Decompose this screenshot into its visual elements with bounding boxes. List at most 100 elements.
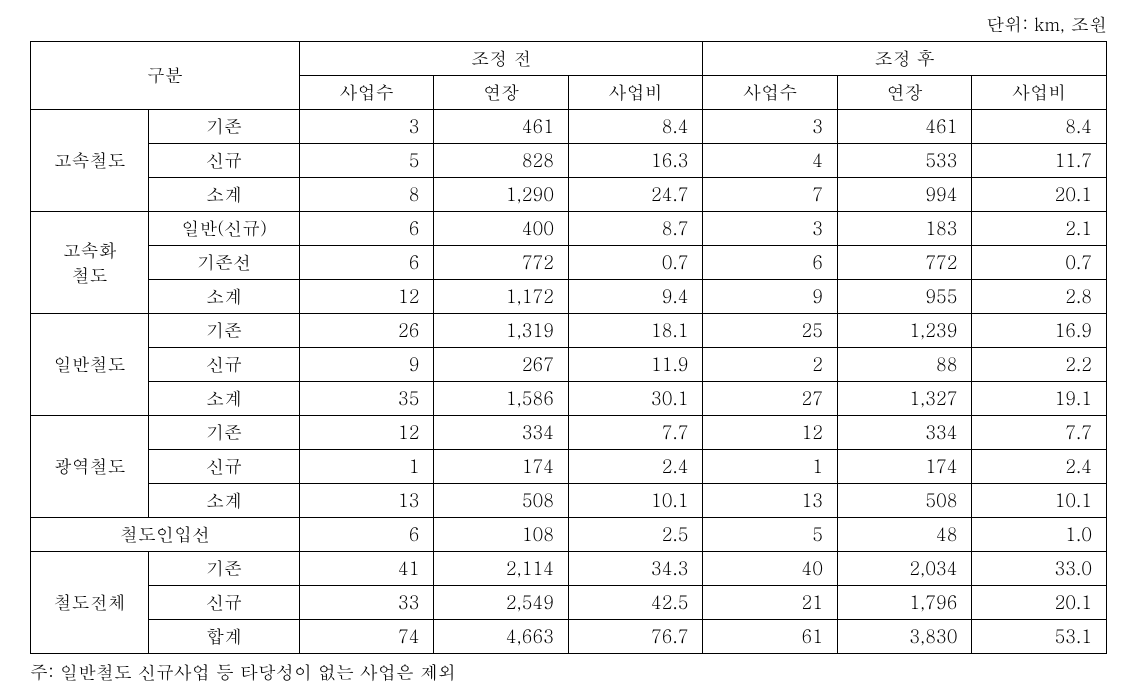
header-after: 조정 후 — [703, 42, 1107, 76]
cell-cost: 16.9 — [972, 314, 1107, 348]
header-after-count: 사업수 — [703, 76, 838, 110]
cell-count: 1 — [703, 450, 838, 484]
sub-label: 소계 — [149, 280, 300, 314]
sub-label: 신규 — [149, 450, 300, 484]
cell-cost: 34.3 — [568, 552, 703, 586]
cell-cost: 20.1 — [972, 178, 1107, 212]
header-row-1: 구분 조정 전 조정 후 — [31, 42, 1107, 76]
cell-cost: 19.1 — [972, 382, 1107, 416]
cell-length: 508 — [434, 484, 569, 518]
cell-length: 955 — [837, 280, 972, 314]
table-row: 소계121,1729.499552.8 — [31, 280, 1107, 314]
header-after-cost: 사업비 — [972, 76, 1107, 110]
table-row: 신규11742.411742.4 — [31, 450, 1107, 484]
cell-length: 1,586 — [434, 382, 569, 416]
cell-length: 1,327 — [837, 382, 972, 416]
cell-cost: 0.7 — [568, 246, 703, 280]
cell-length: 772 — [837, 246, 972, 280]
group-label: 일반철도 — [31, 314, 149, 416]
cell-cost: 2.8 — [972, 280, 1107, 314]
cell-count: 61 — [703, 620, 838, 654]
cell-cost: 8.4 — [568, 110, 703, 144]
cell-length: 828 — [434, 144, 569, 178]
table-row: 철도인입선61082.55481.0 — [31, 518, 1107, 552]
cell-length: 4,663 — [434, 620, 569, 654]
cell-count: 6 — [703, 246, 838, 280]
cell-length: 174 — [434, 450, 569, 484]
cell-count: 1 — [299, 450, 434, 484]
table-row: 일반철도기존261,31918.1251,23916.9 — [31, 314, 1107, 348]
cell-length: 400 — [434, 212, 569, 246]
cell-length: 772 — [434, 246, 569, 280]
header-before-length: 연장 — [434, 76, 569, 110]
cell-length: 461 — [434, 110, 569, 144]
cell-count: 3 — [299, 110, 434, 144]
group-label: 고속화철도 — [31, 212, 149, 314]
sub-label: 일반(신규) — [149, 212, 300, 246]
cell-count: 21 — [703, 586, 838, 620]
sub-label: 소계 — [149, 178, 300, 212]
cell-count: 26 — [299, 314, 434, 348]
cell-cost: 76.7 — [568, 620, 703, 654]
cell-length: 334 — [434, 416, 569, 450]
cell-cost: 8.4 — [972, 110, 1107, 144]
table-row: 신규582816.3453311.7 — [31, 144, 1107, 178]
cell-count: 5 — [703, 518, 838, 552]
table-row: 신규926711.92882.2 — [31, 348, 1107, 382]
cell-length: 2,549 — [434, 586, 569, 620]
unit-label: 단위: km, 조원 — [30, 12, 1107, 37]
cell-count: 33 — [299, 586, 434, 620]
table-row: 광역철도기존123347.7123347.7 — [31, 416, 1107, 450]
cell-cost: 10.1 — [568, 484, 703, 518]
cell-cost: 2.5 — [568, 518, 703, 552]
cell-length: 533 — [837, 144, 972, 178]
cell-cost: 33.0 — [972, 552, 1107, 586]
cell-cost: 2.1 — [972, 212, 1107, 246]
cell-length: 2,034 — [837, 552, 972, 586]
table-row: 기존선67720.767720.7 — [31, 246, 1107, 280]
cell-length: 994 — [837, 178, 972, 212]
header-before: 조정 전 — [299, 42, 703, 76]
cell-cost: 1.0 — [972, 518, 1107, 552]
cell-cost: 7.7 — [568, 416, 703, 450]
cell-count: 12 — [299, 416, 434, 450]
cell-count: 13 — [299, 484, 434, 518]
table-row: 고속화철도일반(신규)64008.731832.1 — [31, 212, 1107, 246]
cell-count: 5 — [299, 144, 434, 178]
cell-cost: 11.9 — [568, 348, 703, 382]
cell-length: 3,830 — [837, 620, 972, 654]
cell-length: 108 — [434, 518, 569, 552]
cell-count: 13 — [703, 484, 838, 518]
railway-table: 구분 조정 전 조정 후 사업수 연장 사업비 사업수 연장 사업비 고속철도기… — [30, 41, 1107, 654]
cell-length: 1,239 — [837, 314, 972, 348]
cell-length: 508 — [837, 484, 972, 518]
cell-cost: 16.3 — [568, 144, 703, 178]
table-row: 고속철도기존34618.434618.4 — [31, 110, 1107, 144]
header-before-cost: 사업비 — [568, 76, 703, 110]
cell-cost: 18.1 — [568, 314, 703, 348]
sub-label: 기존 — [149, 552, 300, 586]
cell-length: 174 — [837, 450, 972, 484]
table-row: 소계81,29024.7799420.1 — [31, 178, 1107, 212]
cell-count: 35 — [299, 382, 434, 416]
cell-cost: 7.7 — [972, 416, 1107, 450]
footnote: 주: 일반철도 신규사업 등 타당성이 없는 사업은 제외 — [30, 660, 1107, 685]
cell-length: 183 — [837, 212, 972, 246]
group-label: 철도인입선 — [31, 518, 300, 552]
cell-length: 2,114 — [434, 552, 569, 586]
cell-cost: 2.4 — [972, 450, 1107, 484]
cell-count: 27 — [703, 382, 838, 416]
cell-length: 267 — [434, 348, 569, 382]
sub-label: 신규 — [149, 348, 300, 382]
group-label: 고속철도 — [31, 110, 149, 212]
sub-label: 기존 — [149, 314, 300, 348]
cell-count: 2 — [703, 348, 838, 382]
cell-length: 1,796 — [837, 586, 972, 620]
cell-count: 41 — [299, 552, 434, 586]
table-row: 소계1350810.11350810.1 — [31, 484, 1107, 518]
cell-cost: 2.4 — [568, 450, 703, 484]
table-row: 소계351,58630.1271,32719.1 — [31, 382, 1107, 416]
cell-count: 12 — [299, 280, 434, 314]
cell-cost: 24.7 — [568, 178, 703, 212]
sub-label: 합계 — [149, 620, 300, 654]
